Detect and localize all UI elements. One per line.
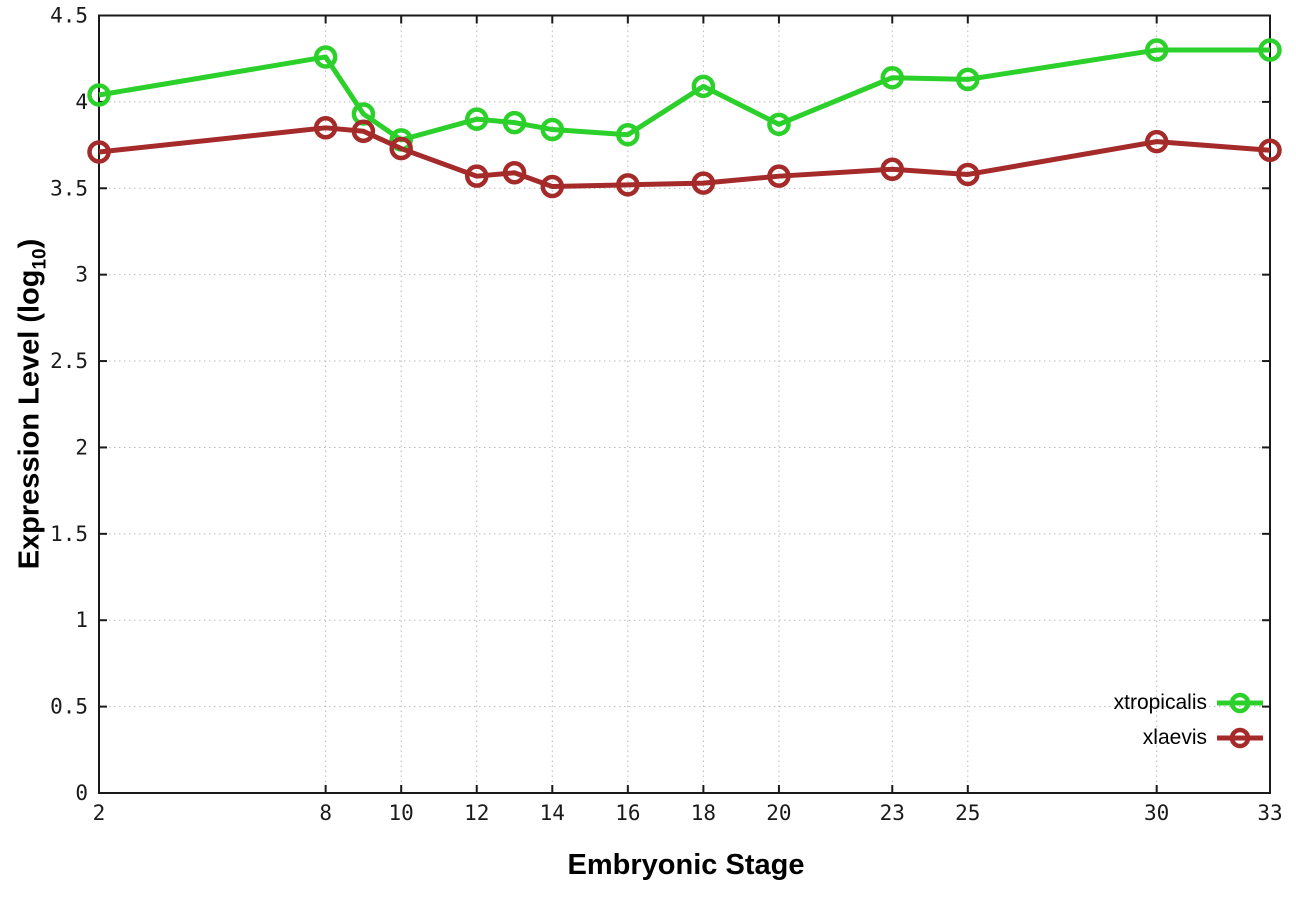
legend-marker-xtropicalis bbox=[1217, 692, 1263, 713]
x-tick-label: 25 bbox=[955, 801, 980, 825]
data-point-xlaevis-13 bbox=[502, 160, 527, 185]
data-point-xtropicalis-20 bbox=[767, 112, 791, 137]
y-tick-label: 1 bbox=[75, 608, 88, 632]
legend-label-xtropicalis: xtropicalis bbox=[1113, 691, 1207, 714]
y-tick-label: 4.5 bbox=[50, 4, 88, 28]
data-point-xlaevis-9 bbox=[351, 119, 376, 144]
data-point-xlaevis-2 bbox=[87, 140, 111, 164]
y-axis-title-text: Expression Level (log bbox=[13, 269, 46, 570]
x-tick-label: 20 bbox=[766, 801, 791, 825]
y-tick-label: 3 bbox=[75, 263, 88, 287]
x-tick-label: 18 bbox=[691, 801, 716, 825]
data-point-xlaevis-10 bbox=[389, 136, 413, 161]
y-tick-label: 3.5 bbox=[50, 176, 88, 200]
y-axis-title: Expression Level (log10) bbox=[13, 238, 51, 570]
y-tick-label: 2 bbox=[75, 435, 88, 459]
x-tick-label: 33 bbox=[1257, 801, 1282, 825]
data-point-xlaevis-25 bbox=[956, 162, 980, 187]
legend-marker-xlaevis bbox=[1217, 727, 1263, 748]
series-xlaevis bbox=[87, 116, 1282, 199]
y-axis-title-subscript: 10 bbox=[29, 248, 51, 270]
x-tick-label: 14 bbox=[540, 801, 565, 825]
data-point-xtropicalis-18 bbox=[691, 74, 716, 99]
data-point-xtropicalis-8 bbox=[313, 45, 338, 69]
data-point-xlaevis-30 bbox=[1144, 129, 1169, 154]
y-tick-label: 0.5 bbox=[50, 695, 88, 719]
data-point-xtropicalis-13 bbox=[502, 110, 527, 135]
data-point-xtropicalis-16 bbox=[616, 122, 640, 147]
data-point-xtropicalis-30 bbox=[1144, 38, 1169, 62]
x-axis-title: Embryonic Stage bbox=[567, 849, 805, 881]
data-point-xlaevis-33 bbox=[1258, 138, 1282, 163]
data-point-xlaevis-14 bbox=[540, 174, 565, 199]
y-tick-label: 1.5 bbox=[50, 522, 88, 546]
x-tick-label: 23 bbox=[880, 801, 905, 825]
x-tick-label: 8 bbox=[319, 801, 332, 825]
series-line-xtropicalis bbox=[98, 47, 1270, 143]
y-tick-label: 2.5 bbox=[50, 349, 88, 373]
y-tick-label: 4 bbox=[75, 90, 88, 114]
data-point-xtropicalis-33 bbox=[1258, 38, 1282, 62]
y-tick-label: 0 bbox=[75, 781, 88, 805]
legend-item-xlaevis: xlaevis bbox=[1114, 720, 1264, 755]
data-point-xtropicalis-2 bbox=[87, 83, 111, 107]
data-point-xlaevis-18 bbox=[691, 171, 716, 195]
y-axis-title-suffix: ) bbox=[13, 238, 46, 249]
series-line-xlaevis bbox=[98, 125, 1271, 190]
data-point-xtropicalis-14 bbox=[540, 117, 565, 142]
x-tick-label: 16 bbox=[615, 801, 640, 825]
data-point-xtropicalis-25 bbox=[956, 67, 980, 92]
x-tick-label: 10 bbox=[389, 801, 414, 825]
legend-item-xtropicalis: xtropicalis bbox=[1114, 685, 1264, 720]
data-point-xtropicalis-12 bbox=[464, 107, 489, 131]
x-tick-label: 30 bbox=[1144, 801, 1169, 825]
data-point-xlaevis-8 bbox=[313, 116, 338, 140]
data-point-xlaevis-12 bbox=[464, 164, 489, 188]
legend-label-xlaevis: xlaevis bbox=[1142, 726, 1207, 749]
x-tick-label: 2 bbox=[93, 801, 106, 825]
x-tick-label: 12 bbox=[464, 801, 489, 825]
data-point-xlaevis-16 bbox=[616, 173, 640, 197]
tick-labels: 2 8 10 12 14 16 18 20 23 25 30 33 0 0.5 1 1.5 2 2.5 3 3.5 4 4… bbox=[50, 4, 1283, 826]
data-point-xlaevis-23 bbox=[880, 157, 905, 182]
data-point-xlaevis-20 bbox=[767, 164, 791, 188]
legend: xtropicalis xlaevis bbox=[1114, 685, 1264, 755]
data-point-xtropicalis-23 bbox=[880, 65, 905, 90]
plot-border bbox=[98, 14, 1271, 794]
